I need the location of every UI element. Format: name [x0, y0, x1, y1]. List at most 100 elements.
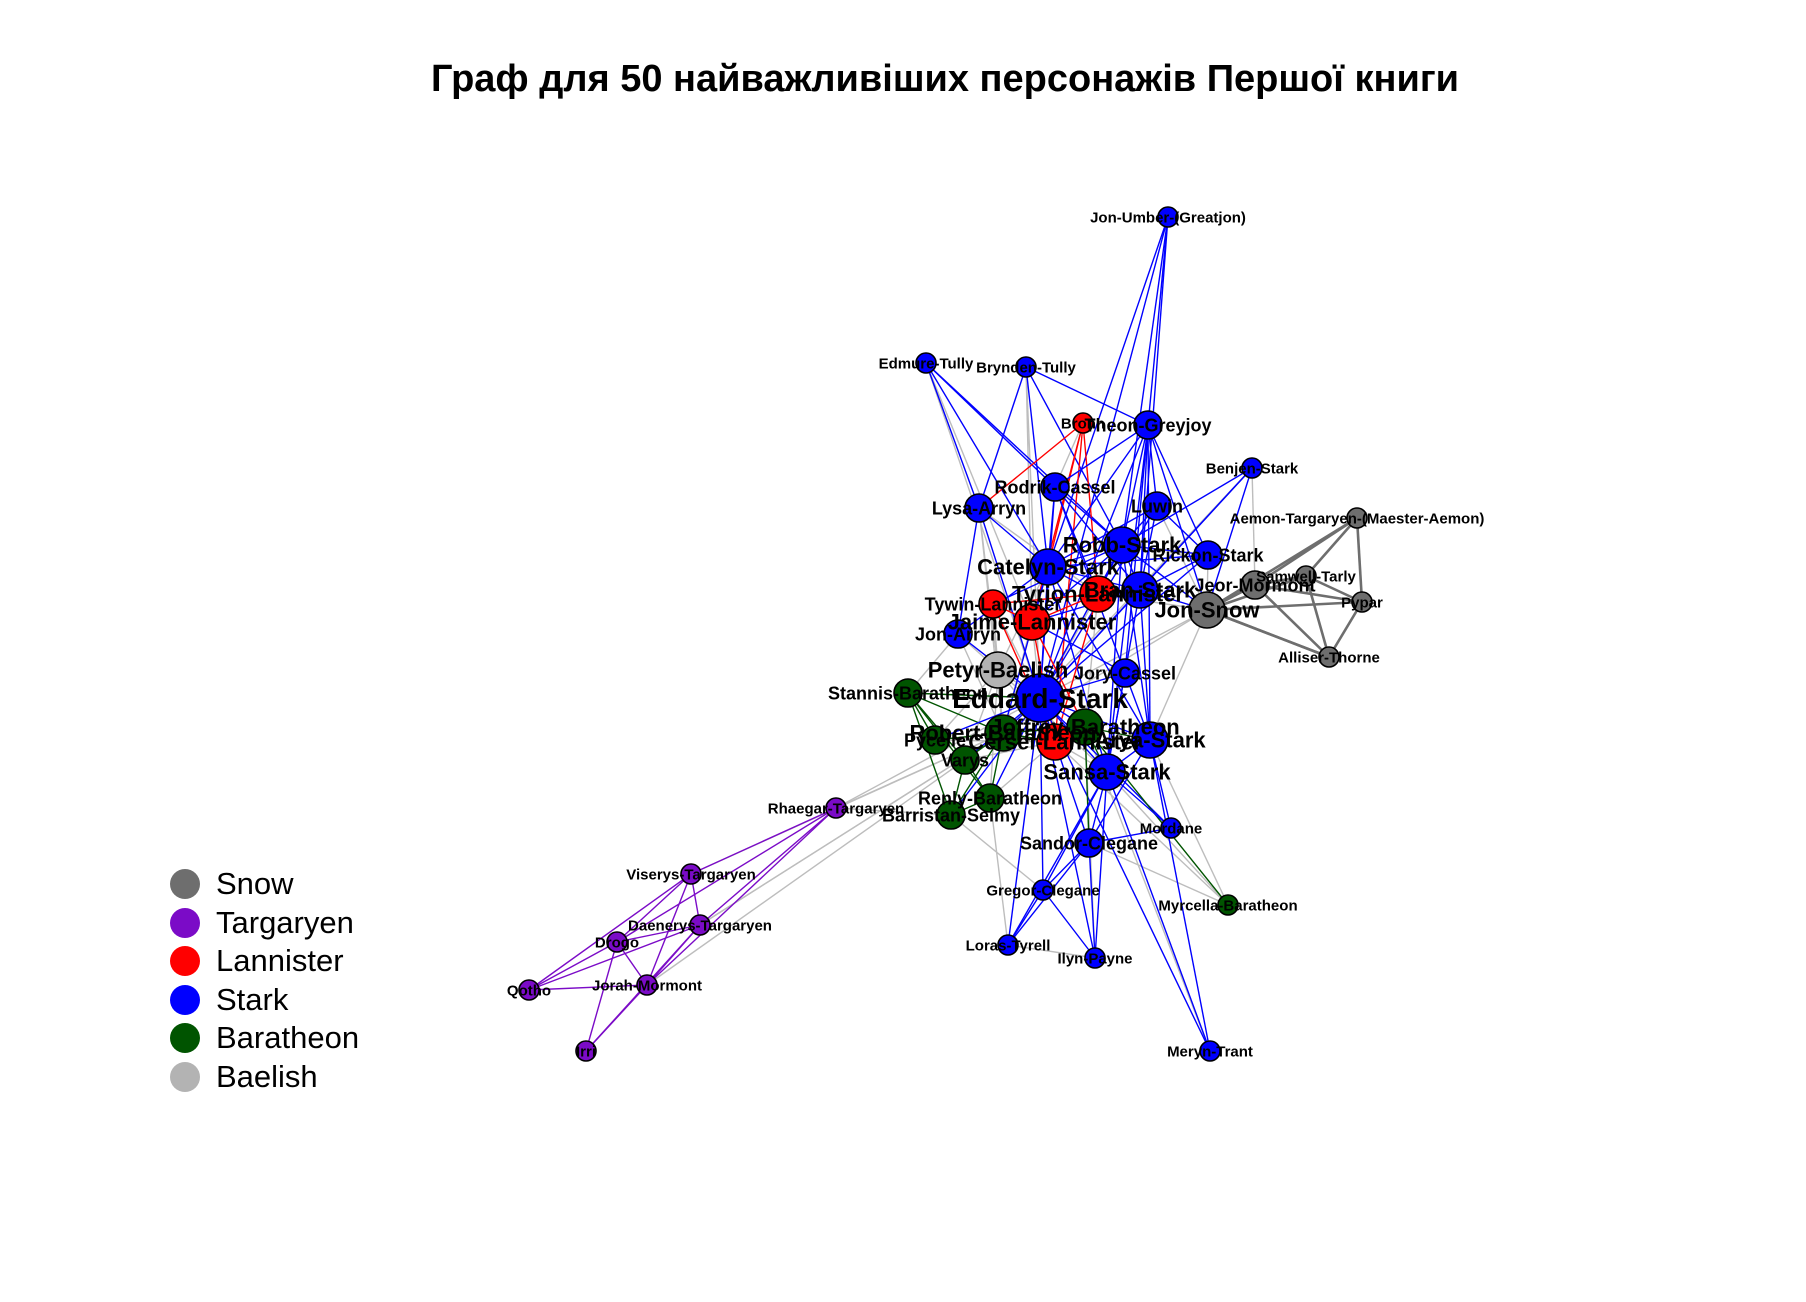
node-label-samwell: Samwell-Tarly	[1256, 568, 1356, 585]
node-label-sandor: Sandor-Clegane	[1020, 833, 1158, 853]
node-label-joffrey: Joffrey-Baratheon	[990, 715, 1179, 740]
edge-jon-snow-eddard	[1039, 609, 1208, 699]
node-label-robb: Robb-Stark	[1063, 533, 1182, 558]
node-lysa	[964, 493, 994, 523]
edge-rhaegar-drogo	[616, 807, 837, 943]
node-theon	[1133, 410, 1163, 440]
edge-viserys-jorah	[646, 873, 692, 986]
edge-daenerys-qotho	[528, 924, 701, 991]
legend-label: Targaryen	[216, 904, 354, 940]
edge-aemon-samwell	[1305, 517, 1358, 577]
edge-jon-umber-eddard	[1039, 216, 1169, 699]
legend-swatch	[170, 1023, 200, 1054]
node-irri	[575, 1040, 597, 1062]
node-loras	[997, 934, 1019, 956]
node-label-tywin: Tywin-Lannister	[925, 594, 1062, 614]
node-rodrik	[1040, 472, 1070, 502]
node-label-eddard: Eddard-Stark	[952, 683, 1128, 714]
edge-arya-sandor	[1088, 739, 1151, 844]
node-eddard	[1015, 673, 1065, 723]
node-label-jorah: Jorah-Mormont	[592, 977, 702, 994]
node-sandor	[1074, 828, 1104, 858]
edge-bronn-tyrion	[1082, 422, 1099, 595]
node-jory	[1110, 658, 1140, 688]
legend-label: Stark	[216, 981, 289, 1017]
node-stannis	[893, 678, 923, 708]
edge-sansa-ilyn	[1094, 771, 1108, 959]
edge-pypar-jon-snow	[1206, 600, 1363, 612]
edge-theon-catelyn	[1047, 424, 1149, 568]
node-viserys	[680, 863, 702, 885]
edge-aemon-pypar	[1355, 517, 1364, 603]
edge-daenerys-drogo	[616, 924, 701, 943]
node-label-bran: Bran-Stark	[1084, 578, 1197, 603]
node-layer	[518, 206, 1373, 1062]
node-label-jon-arryn: Jon-Arryn	[915, 624, 1001, 644]
node-label-cersei: Cersei-Lannister	[968, 730, 1142, 755]
edge-eddard-meryn	[1039, 697, 1211, 1052]
node-label-viserys: Viserys-Targaryen	[626, 866, 756, 883]
node-jon-arryn	[943, 619, 973, 649]
edge-catelyn-robert	[1002, 566, 1049, 734]
edge-theon-rodrik	[1054, 424, 1149, 488]
node-label-arya: Arya-Stark	[1094, 728, 1206, 753]
node-label-stannis: Stannis-Baratheon	[828, 683, 988, 703]
legend-label: Snow	[216, 866, 294, 902]
node-pypar	[1351, 591, 1373, 613]
legend-item-stark: Stark	[170, 981, 359, 1020]
node-meryn	[1199, 1040, 1221, 1062]
edge-sansa-myrcella	[1106, 771, 1229, 906]
edge-catelyn-arya	[1047, 566, 1151, 741]
edge-drogo-irri	[585, 941, 618, 1052]
edge-edmure-lysa	[925, 362, 980, 509]
edge-jon-umber-bran	[1139, 216, 1169, 591]
node-label-barristan: Barristan-Selmy	[882, 805, 1020, 825]
edge-theon-rickon	[1147, 424, 1209, 556]
edge-sandor-myrcella	[1088, 842, 1229, 906]
node-label-jon-umber: Jon-Umber-(Greatjon)	[1090, 209, 1246, 226]
legend-swatch	[170, 946, 200, 977]
edge-rhaegar-daenerys	[699, 807, 837, 926]
node-rhaegar	[825, 797, 847, 819]
edge-bronn-lysa	[978, 422, 1084, 509]
node-ilyn	[1084, 947, 1106, 969]
node-arya	[1131, 721, 1169, 759]
node-label-jory: Jory-Cassel	[1074, 663, 1176, 683]
node-renly	[975, 783, 1005, 813]
edge-luwin-catelyn	[1047, 505, 1158, 568]
node-label-bronn: Bronn	[1061, 415, 1105, 432]
node-label-alliser: Alliser-Thorne	[1278, 649, 1380, 666]
edge-sansa-loras	[1007, 771, 1108, 946]
legend-item-targaryen: Targaryen	[170, 904, 359, 943]
edge-brynden-eddard	[1025, 366, 1041, 699]
edge-barristan-rhaegar	[835, 807, 952, 816]
node-label-brynden: Brynden-Tully	[976, 359, 1076, 376]
node-barristan	[936, 800, 966, 830]
edge-brynden-lysa	[978, 366, 1027, 509]
edge-jon-umber-theon	[1147, 216, 1169, 426]
edge-drogo-qotho	[528, 941, 618, 991]
edge-edmure-rodrik	[925, 362, 1056, 488]
edge-jon-snow-arya	[1149, 609, 1208, 741]
legend-label: Lannister	[216, 943, 344, 979]
node-label-drogo: Drogo	[595, 934, 639, 951]
edge-rhaegar-viserys	[690, 807, 837, 875]
edge-robb-sansa	[1106, 544, 1123, 773]
legend-item-snow: Snow	[170, 865, 359, 904]
node-label-petyr: Petyr-Baelish	[928, 658, 1069, 683]
node-label-renly: Renly-Baratheon	[918, 788, 1062, 808]
node-benjen	[1241, 457, 1263, 479]
legend: Snow Targaryen Lannister Stark Baratheon…	[170, 865, 359, 1096]
edge-stannis-renly	[907, 692, 991, 799]
node-label-edmure: Edmure-Tully	[879, 355, 974, 372]
edge-barristan-gregor	[950, 814, 1044, 891]
node-jorah	[636, 974, 658, 996]
node-label-rhaegar: Rhaegar-Targaryen	[768, 800, 904, 817]
edge-alliser-jon-snow	[1206, 608, 1330, 659]
edge-benjen-jon-snow	[1206, 467, 1253, 611]
node-label-jaime: Jaime-Lannister	[948, 610, 1117, 635]
edge-rickon-eddard	[1039, 554, 1209, 699]
node-bronn	[1072, 412, 1094, 434]
node-label-rodrik: Rodrik-Cassel	[994, 477, 1115, 497]
legend-item-baratheon: Baratheon	[170, 1019, 359, 1058]
